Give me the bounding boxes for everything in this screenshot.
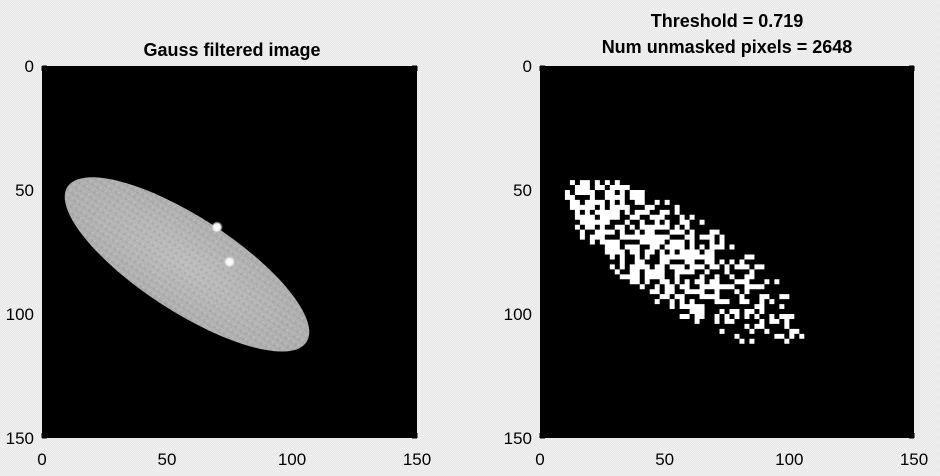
mask-pixels	[564, 180, 805, 344]
y-tick-label: 50	[513, 181, 532, 200]
panel-1-y-ticks: 0 50 100 150	[6, 57, 417, 448]
panel-1-title: Gauss filtered image	[143, 40, 320, 60]
x-tick-label: 50	[655, 450, 674, 469]
y-tick-label: 50	[15, 181, 34, 200]
y-tick-label: 0	[25, 57, 34, 76]
y-tick-label: 0	[523, 57, 532, 76]
panel-2-title-line-2: Num unmasked pixels = 2648	[602, 37, 853, 57]
gauss-filtered-panel: Gauss filtered image 0 50 100 150 0 50 100 150	[6, 40, 432, 469]
x-tick-label: 50	[158, 450, 177, 469]
unmasked-pixels	[564, 180, 805, 344]
x-tick-label: 150	[403, 450, 431, 469]
x-tick-label: 0	[535, 450, 544, 469]
y-tick-label: 150	[504, 429, 532, 448]
y-tick-label: 100	[6, 305, 34, 324]
panel-2-title-line-1: Threshold = 0.719	[651, 11, 804, 31]
bright-spot	[211, 221, 223, 234]
x-tick-label: 0	[37, 450, 46, 469]
y-tick-label: 150	[6, 429, 34, 448]
threshold-mask-image-area	[540, 66, 914, 438]
x-tick-label: 100	[775, 450, 803, 469]
threshold-mask-panel: Threshold = 0.719 Num unmasked pixels = …	[504, 11, 929, 469]
y-tick-label: 100	[504, 305, 532, 324]
x-tick-label: 150	[900, 450, 928, 469]
gaussian-blob-texture	[64, 177, 310, 352]
bright-spot	[223, 255, 236, 268]
x-tick-label: 100	[278, 450, 306, 469]
panel-2-x-ticks: 0 50 100 150	[535, 66, 928, 469]
panel-2-y-ticks: 0 50 100 150	[504, 57, 914, 448]
panel-1-x-ticks: 0 50 100 150	[37, 66, 431, 469]
